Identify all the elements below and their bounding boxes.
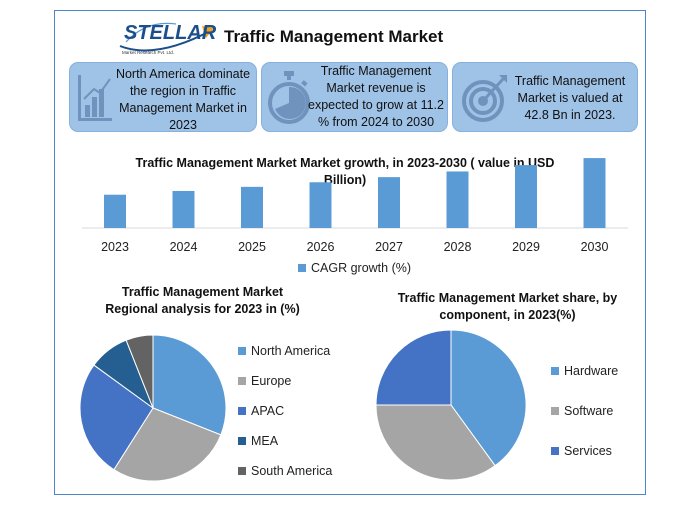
bar-chart-title: Traffic Management Market Market growth,… (135, 156, 555, 187)
infographic-frame (54, 10, 646, 495)
logo-tagline: Market Research Pvt. Ltd. (122, 50, 175, 55)
regional-pie-title: Traffic Management Market Regional analy… (105, 285, 300, 316)
card-text-region: North America dominate the region in Tra… (115, 67, 251, 132)
logo-swoosh-icon (119, 22, 214, 52)
card-text-value: Traffic Management Market is valued at 4… (514, 74, 626, 122)
bar-growth-icon (78, 75, 112, 121)
logo-wordmark: STELLAR (124, 22, 217, 44)
component-pie-title: Traffic Management Market share, by comp… (397, 291, 618, 322)
company-logo: STELLAR Market Research Pvt. Ltd. (116, 16, 216, 60)
info-card-growth: Traffic Management Market revenue is exp… (261, 62, 448, 132)
target-icon (462, 75, 507, 122)
stopwatch-icon (268, 71, 310, 124)
page-title: Traffic Management Market (224, 27, 444, 46)
info-card-region: North America dominate the region in Tra… (69, 62, 257, 132)
info-card-value: Traffic Management Market is valued at 4… (452, 62, 638, 132)
card-text-growth: Traffic Management Market revenue is exp… (308, 64, 444, 129)
